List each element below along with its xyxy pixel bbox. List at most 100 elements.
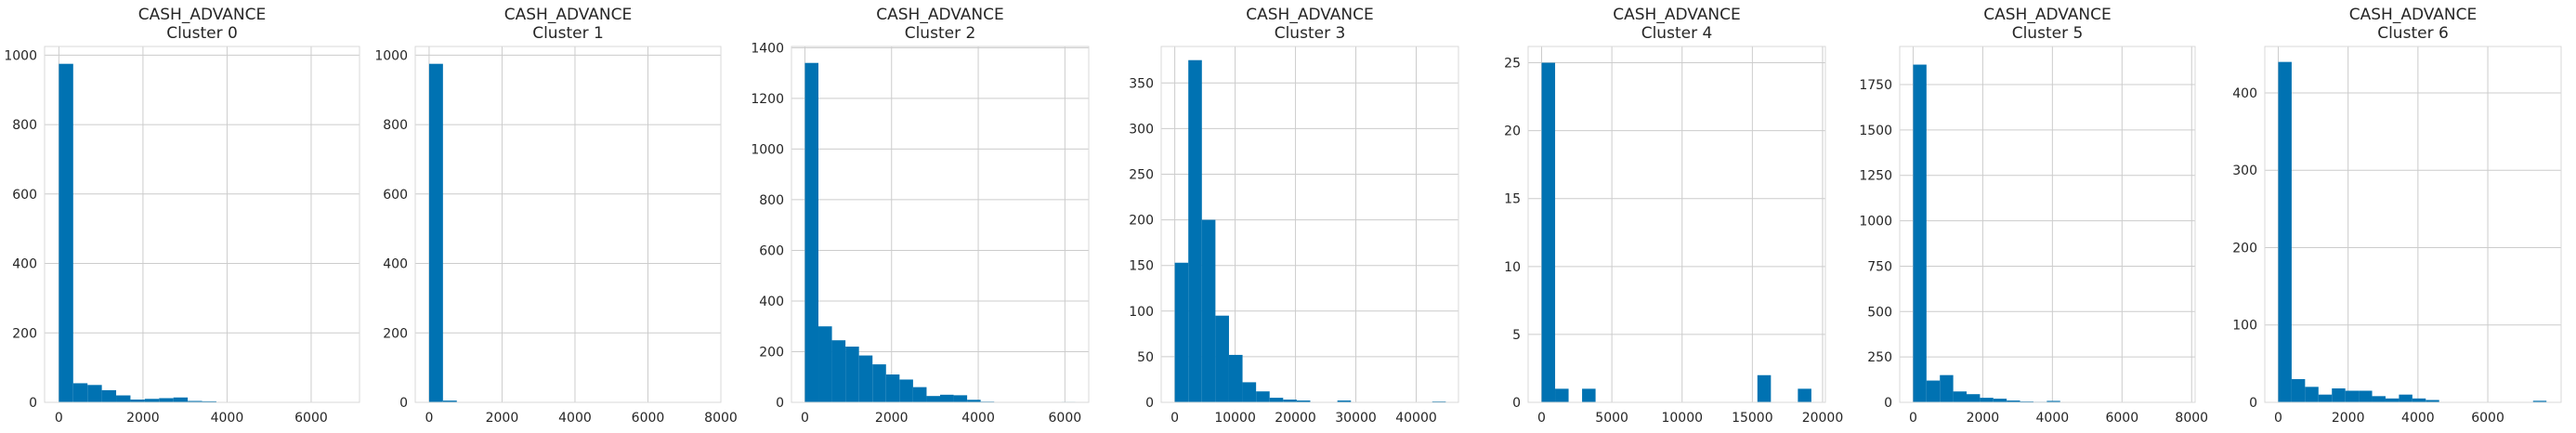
y-tick-label: 200 — [2232, 241, 2257, 256]
histogram-bar — [1174, 262, 1189, 402]
x-tick-label: 0 — [425, 411, 433, 426]
x-tick-label: 6000 — [294, 411, 328, 426]
histogram-bar — [1798, 388, 1811, 402]
histogram-cluster-4: 0 5000 10000 15000 20000 0 5 10 15 20 25 CASH_ADVAN… — [1504, 6, 1843, 426]
histogram-bar — [858, 355, 873, 402]
histogram-bar — [188, 400, 203, 402]
x-tick-label: 2000 — [2332, 411, 2365, 426]
plot-frame — [791, 46, 1090, 403]
histogram-bar — [967, 400, 981, 402]
histogram-bar — [2278, 61, 2292, 403]
y-tick-label: 1500 — [1859, 124, 1892, 138]
x-tick-label: 8000 — [704, 411, 738, 426]
x-tick-label: 0 — [1537, 411, 1546, 426]
x-tick-label: 2000 — [875, 411, 909, 426]
y-tick-label: 100 — [2232, 319, 2257, 334]
x-tick-label: 2000 — [486, 411, 519, 426]
chart-title: CASH_ADVANCE — [504, 6, 633, 24]
y-tick-label: 200 — [759, 345, 784, 360]
chart-title: CASH_ADVANCE — [1246, 6, 1374, 24]
histogram-bar — [1980, 398, 1994, 402]
histogram-bar — [87, 385, 102, 402]
y-tick-label: 750 — [1867, 259, 1892, 274]
y-tick-label: 0 — [1512, 396, 1521, 411]
histogram-bar — [1337, 400, 1352, 402]
y-tick-label: 0 — [1884, 396, 1892, 411]
y-tick-label: 1000 — [751, 142, 784, 157]
histogram-bar — [2532, 400, 2547, 402]
histogram-cluster-5: 0 2000 4000 6000 8000 0 250 500 750 1000 1250 1500 1… — [1859, 6, 2208, 426]
y-tick-label: 300 — [2232, 164, 2257, 178]
y-tick-label: 0 — [1145, 396, 1154, 411]
y-tick-label: 50 — [1137, 350, 1154, 365]
y-tick-label: 20 — [1504, 125, 1521, 139]
histogram-bar — [1757, 374, 1772, 402]
histogram-bar — [442, 400, 457, 402]
chart-title: CASH_ADVANCE — [2349, 6, 2478, 24]
histogram-cluster-2: 0 2000 4000 6000 0 200 400 600 800 1000 1200 1400 CA… — [751, 6, 1090, 426]
chart-title: CASH_ADVANCE — [876, 6, 1004, 24]
histogram-bar — [173, 397, 189, 402]
histogram-bar — [2046, 400, 2060, 402]
x-tick-label: 6000 — [2105, 411, 2138, 426]
x-tick-label: 6000 — [1049, 411, 1082, 426]
y-tick-label: 1200 — [751, 92, 784, 107]
histogram-bar — [1269, 398, 1284, 402]
histogram-bar — [2399, 394, 2413, 402]
histogram-bar — [940, 394, 954, 402]
y-tick-label: 300 — [1129, 122, 1154, 137]
y-tick-label: 400 — [2232, 86, 2257, 101]
histogram-bar — [831, 340, 846, 402]
x-tick-label: 2000 — [126, 411, 160, 426]
histogram-bar — [1582, 388, 1596, 402]
y-tick-label: 500 — [1867, 305, 1892, 320]
y-tick-label: 0 — [2249, 396, 2257, 411]
y-tick-label: 1250 — [1859, 169, 1892, 184]
chart-subtitle: Cluster 5 — [2012, 24, 2084, 43]
histogram-bar — [926, 396, 940, 402]
y-tick-label: 800 — [12, 118, 37, 133]
plot-frame — [1899, 46, 2196, 403]
y-tick-label: 600 — [383, 188, 408, 203]
histogram-bar — [1256, 391, 1270, 402]
histogram-bar — [2385, 398, 2399, 402]
chart-subtitle: Cluster 3 — [1275, 24, 1346, 43]
chart-subtitle: Cluster 4 — [1641, 24, 1713, 43]
chart-subtitle: Cluster 6 — [2377, 24, 2449, 43]
histogram-bar — [885, 374, 900, 402]
histogram-bar — [1283, 400, 1297, 402]
y-tick-label: 600 — [759, 243, 784, 258]
histogram-cluster-0: 0 2000 4000 6000 0 200 400 600 800 1000 CASH_ADVAN… — [4, 6, 360, 426]
histogram-bar — [428, 63, 443, 403]
histogram-bar — [1953, 391, 1967, 402]
histogram-bar — [130, 400, 145, 402]
chart-subtitle: Cluster 0 — [166, 24, 238, 43]
x-tick-label: 0 — [801, 411, 809, 426]
histogram-bar — [144, 399, 160, 402]
x-tick-label: 10000 — [1214, 411, 1256, 426]
y-tick-label: 400 — [383, 257, 408, 272]
histogram-bar — [1926, 380, 1941, 402]
y-tick-label: 400 — [12, 257, 37, 272]
histogram-bar — [2007, 400, 2020, 402]
histogram-bar — [59, 63, 73, 403]
histogram-bar — [899, 379, 913, 402]
x-tick-label: 10000 — [1661, 411, 1703, 426]
y-tick-label: 100 — [1129, 305, 1154, 320]
x-tick-label: 2000 — [1967, 411, 2000, 426]
x-tick-label: 4000 — [558, 411, 592, 426]
histogram-bar — [845, 347, 859, 402]
histogram-bar — [2412, 398, 2426, 402]
x-tick-label: 4000 — [961, 411, 995, 426]
x-tick-label: 15000 — [1732, 411, 1773, 426]
x-tick-label: 20000 — [1802, 411, 1844, 426]
y-tick-label: 800 — [759, 193, 784, 208]
y-tick-label: 800 — [383, 118, 408, 133]
histogram-bar — [2332, 388, 2346, 402]
histogram-bar — [804, 62, 819, 402]
x-tick-label: 20000 — [1275, 411, 1316, 426]
chart-subtitle: Cluster 1 — [532, 24, 604, 43]
x-tick-label: 0 — [55, 411, 63, 426]
histogram-bar — [1555, 388, 1569, 402]
